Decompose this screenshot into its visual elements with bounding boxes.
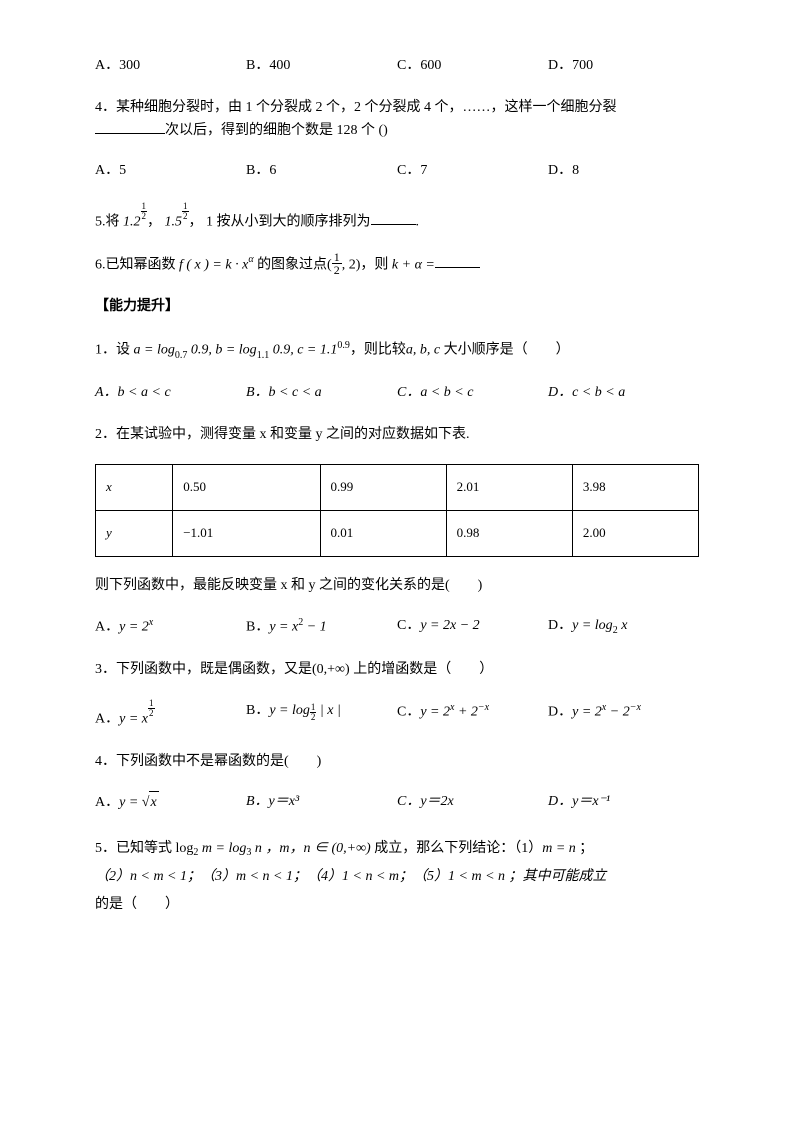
- q5-period: .: [416, 214, 420, 229]
- q4-option-d: D．8: [548, 160, 699, 182]
- q6-prefix: 6.已知幂函数: [95, 257, 176, 272]
- p2-option-c: C．y = 2x − 2: [397, 615, 548, 639]
- q5-blank: [371, 224, 416, 225]
- q6-alpha: α: [248, 254, 253, 265]
- p1-b-sub: 1.1: [257, 350, 270, 361]
- q3-option-a: A．300: [95, 55, 246, 77]
- q6-kalpha: k + α =: [392, 257, 435, 272]
- p5-l1-pre: 5．已知等式 log: [95, 841, 193, 856]
- p1-option-d: D．c < b < a: [548, 382, 699, 404]
- q4-option-c: C．7: [397, 160, 548, 182]
- q4-stem-suffix: 次以后，得到的细胞个数是 128 个 (): [165, 123, 388, 138]
- p2-table: x 0.50 0.99 2.01 3.98 y −1.01 0.01 0.98 …: [95, 464, 699, 557]
- table-row: x 0.50 0.99 2.01 3.98: [96, 465, 699, 511]
- cell: 0.01: [320, 511, 446, 557]
- th-y: y: [96, 511, 173, 557]
- q6: 6.已知幂函数 f ( x ) = k · xα 的图象过点(12, 2)，则 …: [95, 252, 699, 278]
- q3-options-row: A．300 B．400 C．600 D．700: [95, 55, 699, 77]
- p2-option-a: A．y = 2x: [95, 615, 246, 639]
- p4-option-c: C．y＝2x: [397, 791, 548, 814]
- q5-b3: 1.5: [165, 214, 183, 229]
- q3-option-b: B．400: [246, 55, 397, 77]
- p2-after: 则下列函数中，最能反映变量 x 和 y 之间的变化关系的是( ): [95, 575, 699, 597]
- q5-mid: ， 1 按从小到大的顺序排列为: [189, 214, 371, 229]
- p1-b-eq: b = log: [215, 343, 256, 358]
- q6-fx: f ( x ) = k · x: [179, 257, 248, 272]
- p4-option-b: B．y＝x³: [246, 791, 397, 814]
- q6-blank: [435, 267, 480, 268]
- p2-option-b: B．y = x2 − 1: [246, 615, 397, 639]
- p1-options-row: A．b < a < c B．b < c < a C．a < b < c D．c …: [95, 382, 699, 404]
- p3-option-d: D．y = 2x − 2−x: [548, 700, 699, 731]
- p1-b-arg: 0.9,: [269, 343, 294, 358]
- q6-frac: 12: [332, 251, 342, 277]
- p5-l3: 的是（ ）: [95, 897, 179, 912]
- p1-c-eq: c = 1.1: [297, 343, 337, 358]
- th-x: x: [96, 465, 173, 511]
- p1-prefix: 1．设: [95, 343, 130, 358]
- p1-option-b: B．b < c < a: [246, 382, 397, 404]
- q4-options-row: A．5 B．6 C．7 D．8: [95, 160, 699, 182]
- cell: −1.01: [173, 511, 320, 557]
- p1-a-sub: 0.7: [175, 350, 188, 361]
- cell: 0.99: [320, 465, 446, 511]
- p5-l2: （2）n < m < 1；（3）m < n < 1；（4）1 < n < m；（…: [95, 869, 607, 884]
- q5-exp2: 12: [182, 202, 189, 221]
- cell: 0.50: [173, 465, 320, 511]
- q5-prefix: 5.将: [95, 214, 120, 229]
- p5-stem: 5．已知等式 log2 m = log3 n ，m，n ∈ (0,+∞) 成立，…: [95, 835, 699, 920]
- cell: 2.00: [572, 511, 698, 557]
- q5-b1: 1.2: [123, 214, 141, 229]
- p1-option-a: A．b < a < c: [95, 382, 246, 404]
- p4-options-row: A．y = x B．y＝x³ C．y＝2x D．y＝x⁻¹: [95, 791, 699, 814]
- q4-option-b: B．6: [246, 160, 397, 182]
- q5-exp1: 12: [141, 202, 148, 221]
- sqrt-icon: x: [142, 791, 159, 814]
- q6-mid1: 的图象过点(: [257, 257, 332, 272]
- p2-stem: 2．在某试验中，测得变量 x 和变量 y 之间的对应数据如下表.: [95, 424, 699, 446]
- p1-suffix: 大小顺序是（ ）: [440, 343, 570, 358]
- p2-options-row: A．y = 2x B．y = x2 − 1 C．y = 2x − 2 D．y =…: [95, 615, 699, 639]
- p1-option-c: C．a < b < c: [397, 382, 548, 404]
- q6-mid2: , 2)，则: [342, 257, 389, 272]
- p3-option-b: B．y = log12 | x |: [246, 700, 397, 731]
- p1-a-arg: 0.9,: [187, 343, 212, 358]
- p3-options-row: A．y = x12 B．y = log12 | x | C．y = 2x + 2…: [95, 700, 699, 731]
- q5-sep1: ，: [147, 214, 161, 229]
- p3-option-c: C．y = 2x + 2−x: [397, 700, 548, 731]
- q3-option-c: C．600: [397, 55, 548, 77]
- p1-stem: 1．设 a = log0.7 0.9, b = log1.1 0.9, c = …: [95, 338, 699, 363]
- p1-mid: ，则比较: [350, 343, 406, 358]
- q3-option-d: D．700: [548, 55, 699, 77]
- cell: 3.98: [572, 465, 698, 511]
- section-title: 【能力提升】: [95, 296, 699, 318]
- cell: 0.98: [446, 511, 572, 557]
- p4-stem: 4．下列函数中不是幂函数的是( ): [95, 751, 699, 773]
- p4-option-a: A．y = x: [95, 791, 246, 814]
- q4-blank: [95, 133, 165, 134]
- p3-stem: 3．下列函数中，既是偶函数，又是(0,+∞) 上的增函数是（ ）: [95, 659, 699, 681]
- p1-a-eq: a = log: [134, 343, 175, 358]
- p1-abc: a, b, c: [406, 343, 440, 358]
- p1-c-sup: 0.9: [337, 340, 350, 351]
- q4-option-a: A．5: [95, 160, 246, 182]
- table-row: y −1.01 0.01 0.98 2.00: [96, 511, 699, 557]
- p4-option-d: D．y＝x⁻¹: [548, 791, 699, 814]
- p2-option-d: D．y = log2 x: [548, 615, 699, 639]
- q4-stem-prefix: 4．某种细胞分裂时，由 1 个分裂成 2 个，2 个分裂成 4 个，……，这样一…: [95, 100, 617, 115]
- q5: 5.将 1.212， 1.512， 1 按从小到大的顺序排列为.: [95, 203, 699, 234]
- cell: 2.01: [446, 465, 572, 511]
- p3-option-a: A．y = x12: [95, 700, 246, 731]
- q4-stem: 4．某种细胞分裂时，由 1 个分裂成 2 个，2 个分裂成 4 个，……，这样一…: [95, 97, 699, 142]
